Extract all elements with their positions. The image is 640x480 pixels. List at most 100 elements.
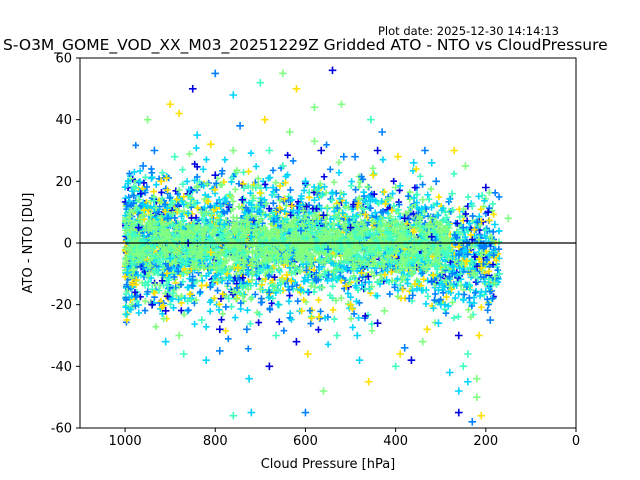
cloud-point (425, 195, 433, 203)
cloud-point (245, 168, 252, 175)
cloud-point (212, 180, 220, 187)
cloud-point (148, 169, 156, 177)
core-point (233, 271, 240, 278)
cloud-point (200, 182, 208, 189)
cloud-point (317, 308, 324, 315)
cloud-point (275, 318, 283, 326)
cloud-point (369, 164, 377, 172)
cloud-point (255, 208, 262, 215)
cloud-point (468, 236, 476, 243)
cloud-point (187, 290, 194, 298)
cloud-point (454, 271, 461, 279)
cloud-point (173, 292, 180, 300)
cloud-point (229, 287, 237, 295)
core-point (438, 269, 446, 276)
cloud-point (126, 197, 133, 205)
cloud-point (381, 271, 389, 278)
cloud-point (420, 276, 427, 283)
cloud-point (228, 303, 235, 310)
cloud-point (455, 250, 463, 258)
cloud-point (347, 293, 354, 301)
cloud-point (485, 267, 493, 275)
cloud-point (324, 277, 331, 285)
cloud-point (218, 316, 225, 324)
cloud-point (352, 282, 359, 289)
cloud-point (211, 273, 219, 281)
cloud-point (179, 166, 186, 173)
cloud-point (331, 315, 338, 323)
cloud-point (141, 279, 149, 287)
cloud-point (469, 269, 477, 277)
core-point (213, 264, 220, 272)
cloud-point (211, 202, 218, 209)
cloud-point (193, 163, 201, 171)
cloud-point (141, 189, 149, 196)
cloud-point (399, 286, 406, 293)
cloud-point (141, 268, 149, 276)
cloud-point (122, 296, 130, 304)
cloud-point (341, 202, 349, 210)
cloud-point (233, 166, 241, 174)
x-tick-label: 800 (203, 434, 228, 449)
cloud-point (318, 192, 325, 200)
cloud-point (485, 238, 492, 246)
y-tick-label: 40 (55, 113, 72, 128)
cloud-point (215, 196, 223, 203)
cloud-point (157, 198, 164, 206)
cloud-point (128, 221, 135, 228)
cloud-point (311, 283, 319, 291)
cloud-point (237, 305, 244, 313)
cloud-point (226, 274, 233, 282)
cloud-point (494, 278, 502, 286)
cloud-point (451, 294, 459, 302)
cloud-point (223, 270, 231, 278)
cloud-point (308, 314, 315, 322)
cloud-point (144, 272, 152, 280)
cloud-point (298, 192, 305, 200)
cloud-point (315, 326, 322, 333)
cloud-point (395, 206, 402, 214)
cloud-point (244, 306, 251, 314)
cloud-point (204, 180, 211, 188)
cloud-point (169, 290, 177, 297)
cloud-point (130, 199, 137, 207)
cloud-point (406, 188, 414, 196)
core-point (238, 219, 245, 226)
cloud-point (471, 253, 479, 261)
cloud-point (215, 306, 223, 314)
cloud-point (324, 341, 332, 348)
cloud-point (282, 173, 290, 180)
cloud-point (337, 294, 345, 302)
cloud-point (310, 288, 318, 296)
cloud-point (160, 302, 167, 310)
cloud-point (258, 277, 266, 285)
cloud-point (431, 296, 438, 304)
cloud-point (489, 200, 497, 208)
cloud-point (474, 218, 481, 226)
cloud-point (257, 199, 265, 206)
cloud-point (361, 285, 369, 293)
cloud-point (313, 186, 321, 194)
cloud-point (203, 272, 210, 280)
cloud-point (244, 183, 252, 190)
cloud-point (256, 311, 263, 318)
cloud-point (207, 283, 214, 291)
cloud-point (342, 199, 350, 206)
cloud-point (218, 170, 226, 178)
cloud-point (328, 196, 336, 204)
cloud-point (184, 297, 191, 305)
cloud-point (411, 280, 419, 288)
cloud-point (215, 277, 222, 284)
cloud-point (374, 278, 381, 286)
cloud-point (158, 277, 166, 285)
cloud-point (193, 144, 200, 152)
cloud-point (269, 167, 277, 174)
x-tick-label: 200 (473, 434, 498, 449)
cloud-point (475, 193, 483, 200)
cloud-point (184, 307, 191, 315)
cloud-point (476, 292, 484, 300)
core-point (422, 267, 430, 274)
cloud-point (247, 149, 255, 157)
x-tick-label: 0 (572, 434, 580, 449)
cloud-point (259, 209, 267, 216)
